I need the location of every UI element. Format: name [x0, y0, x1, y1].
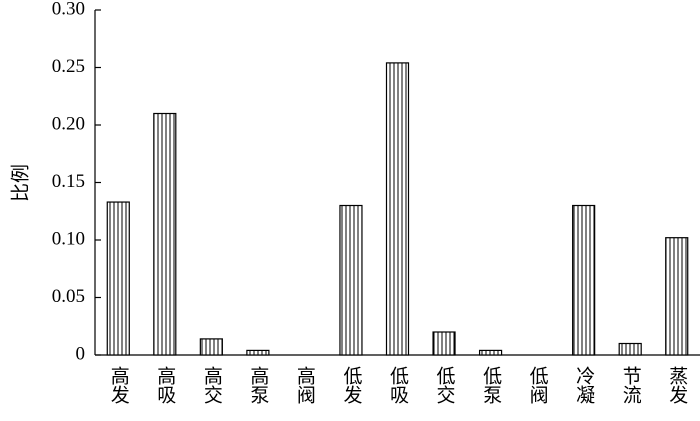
bar — [432, 331, 456, 356]
y-tick-label: 0.20 — [52, 113, 85, 134]
x-tick-label: 蒸发 — [666, 366, 688, 404]
bar — [618, 342, 642, 356]
bar — [572, 204, 596, 356]
bar — [106, 201, 130, 356]
y-axis-label: 比例 — [9, 164, 31, 202]
y-tick-label: 0.25 — [52, 56, 85, 77]
y-tick-label: 0.10 — [52, 228, 85, 249]
x-tick-label: 高阀 — [294, 366, 315, 405]
x-tick-label: 低阀 — [527, 366, 549, 405]
bar — [153, 112, 177, 356]
x-tick-label: 高吸 — [154, 366, 175, 404]
bar — [246, 349, 270, 356]
bar — [339, 204, 363, 356]
x-tick-label: 节流 — [620, 366, 642, 404]
y-tick-label: 0 — [76, 343, 86, 364]
y-tick-label: 0.15 — [52, 171, 85, 192]
x-tick-label: 低吸 — [387, 366, 409, 404]
y-tick-label: 0.05 — [52, 286, 85, 307]
x-tick-label: 低泵 — [480, 366, 502, 404]
x-tick-label: 高泵 — [247, 366, 269, 404]
x-tick-label: 冷凝 — [573, 366, 595, 404]
bar — [385, 62, 410, 356]
x-tick-label: 高发 — [108, 366, 129, 404]
bar — [199, 338, 223, 356]
x-tick-label: 高交 — [201, 366, 223, 404]
bar — [665, 237, 689, 356]
x-tick-label: 低交 — [434, 366, 456, 404]
y-tick-label: 0.30 — [52, 0, 85, 19]
x-tick-label: 低发 — [340, 366, 362, 404]
bar — [478, 349, 503, 356]
